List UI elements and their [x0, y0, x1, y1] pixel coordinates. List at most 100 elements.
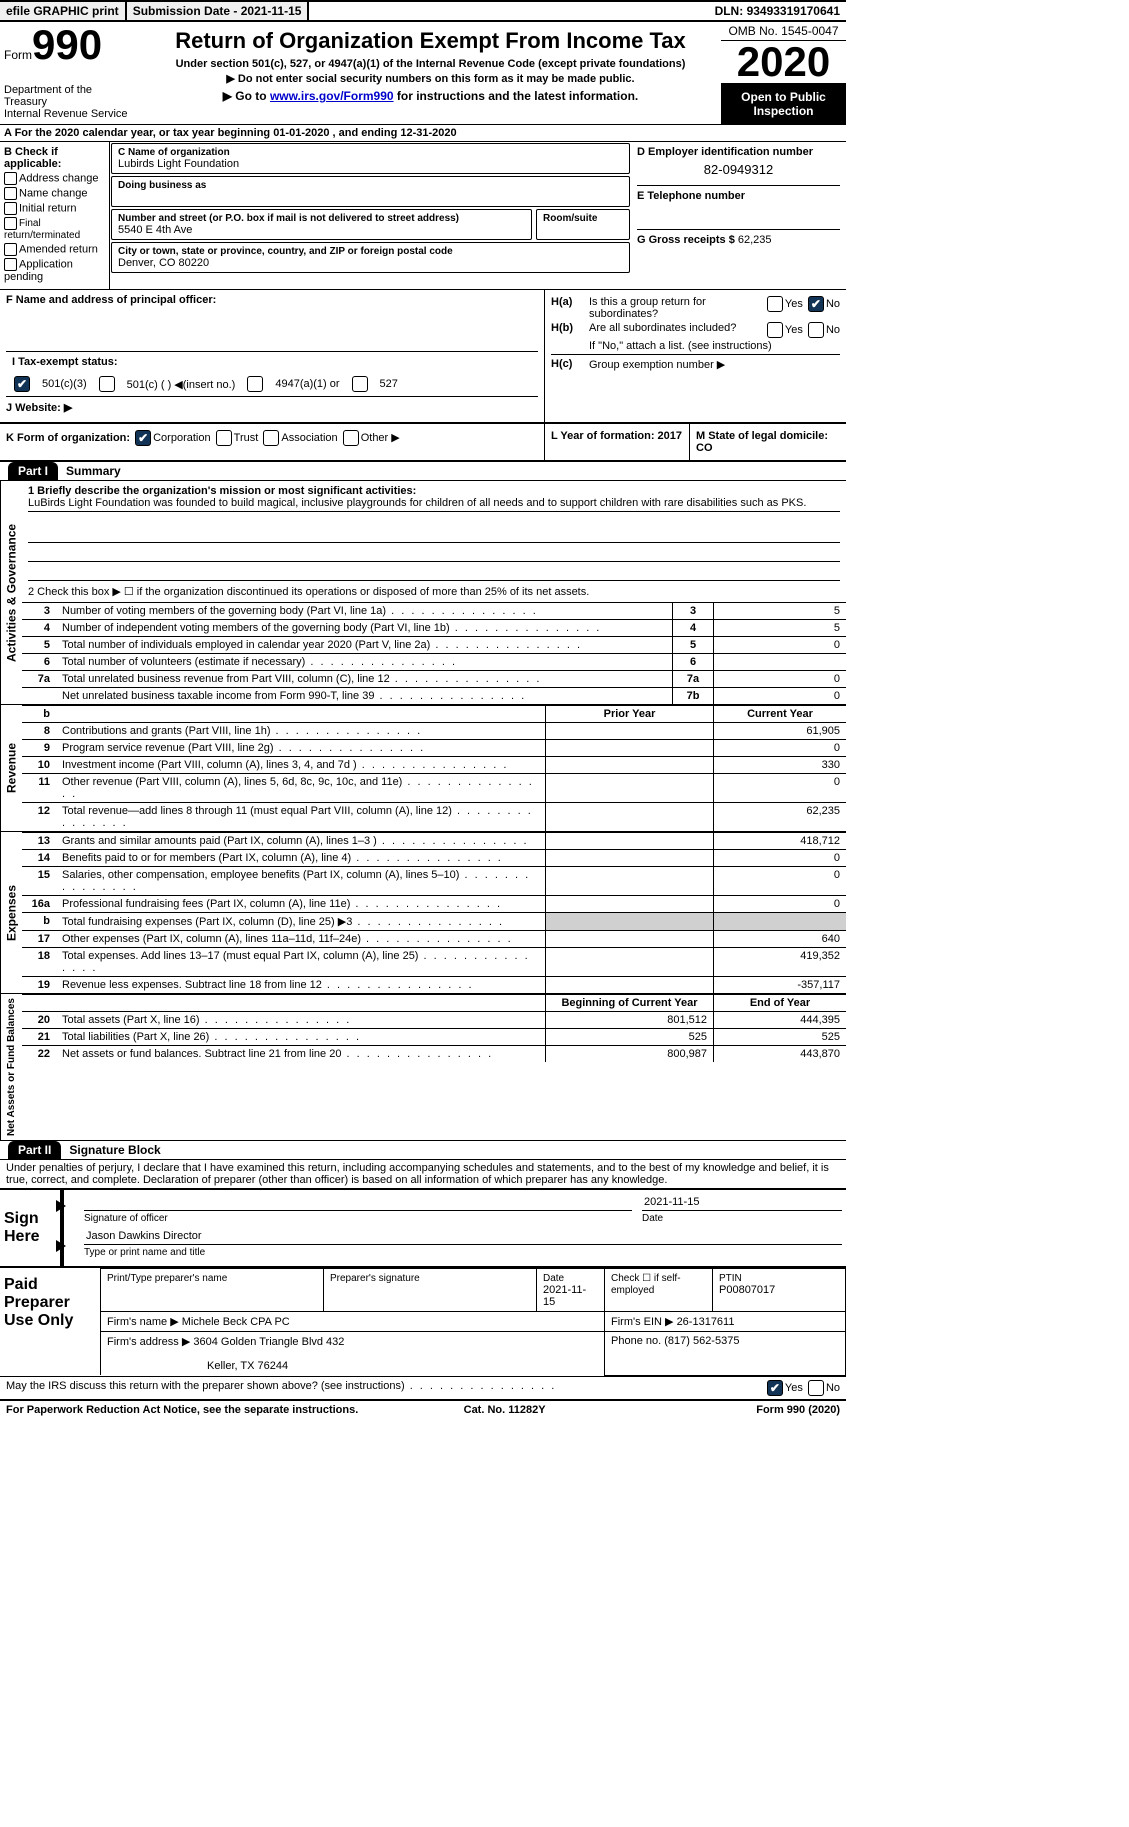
table-row: 7aTotal unrelated business revenue from … — [22, 671, 846, 688]
table-row: 15Salaries, other compensation, employee… — [22, 867, 846, 896]
table-row: 4Number of independent voting members of… — [22, 620, 846, 637]
table-row: 6Total number of volunteers (estimate if… — [22, 654, 846, 671]
row-f-h: F Name and address of principal officer:… — [0, 290, 846, 423]
ha-yes[interactable] — [767, 296, 783, 312]
table-row: 11Other revenue (Part VIII, column (A), … — [22, 774, 846, 803]
f-principal-officer: F Name and address of principal officer:… — [0, 290, 545, 422]
checkbox-527[interactable] — [352, 376, 368, 392]
subtitle-2: ▶ Do not enter social security numbers o… — [146, 72, 715, 85]
irs-link[interactable]: www.irs.gov/Form990 — [270, 89, 394, 103]
goto-link-line: ▶ Go to www.irs.gov/Form990 for instruct… — [146, 89, 715, 103]
vert-revenue: Revenue — [0, 705, 22, 831]
checkbox-address-change[interactable] — [4, 172, 17, 185]
table-row: Net unrelated business taxable income fr… — [22, 688, 846, 705]
gross-receipts: 62,235 — [738, 234, 772, 246]
column-b-checkboxes: B Check if applicable: Address change Na… — [0, 142, 110, 289]
governance-table: 3Number of voting members of the governi… — [22, 602, 846, 704]
expenses-table: 13Grants and similar amounts paid (Part … — [22, 832, 846, 993]
table-row: 14Benefits paid to or for members (Part … — [22, 850, 846, 867]
form-title: Return of Organization Exempt From Incom… — [140, 22, 721, 124]
form-footer: For Paperwork Reduction Act Notice, see … — [0, 1401, 846, 1419]
org-name: Lubirds Light Foundation — [118, 158, 623, 170]
ein-value: 82-0949312 — [637, 158, 840, 185]
table-row: 13Grants and similar amounts paid (Part … — [22, 833, 846, 850]
table-row: 21Total liabilities (Part X, line 26)525… — [22, 1029, 846, 1046]
table-row: 20Total assets (Part X, line 16)801,5124… — [22, 1012, 846, 1029]
table-row: 3Number of voting members of the governi… — [22, 603, 846, 620]
title-text: Return of Organization Exempt From Incom… — [146, 28, 715, 54]
h-group-return: H(a) Is this a group return for subordin… — [545, 290, 846, 422]
dln: DLN: 93493319170641 — [709, 2, 846, 20]
column-c-org-info: C Name of organization Lubirds Light Fou… — [110, 142, 631, 289]
row-klm: K Form of organization: ✔Corporation Tru… — [0, 423, 846, 462]
discuss-row: May the IRS discuss this return with the… — [0, 1377, 846, 1401]
part-2-header: Part II Signature Block — [0, 1141, 846, 1160]
section-bcd: B Check if applicable: Address change Na… — [0, 142, 846, 290]
checkbox-501c3[interactable]: ✔ — [14, 376, 30, 392]
discuss-yes[interactable]: ✔ — [767, 1380, 783, 1396]
row-i-tax-exempt: I Tax-exempt status: — [6, 352, 538, 372]
checkbox-final-return[interactable] — [4, 217, 17, 230]
table-row: 19Revenue less expenses. Subtract line 1… — [22, 977, 846, 994]
mission-text: LuBirds Light Foundation was founded to … — [28, 497, 840, 512]
vert-net-assets: Net Assets or Fund Balances — [0, 994, 22, 1140]
officer-name: Jason Dawkins Director — [84, 1228, 842, 1245]
efile-print-button[interactable]: efile GRAPHIC print — [0, 2, 127, 20]
ha-no[interactable]: ✔ — [808, 296, 824, 312]
form-header: Form990 Department of the Treasury Inter… — [0, 22, 846, 125]
firm-address: 3604 Golden Triangle Blvd 432 — [193, 1336, 344, 1348]
table-row: 18Total expenses. Add lines 13–17 (must … — [22, 948, 846, 977]
part-1-header: Part I Summary — [0, 462, 846, 481]
checkbox-amended[interactable] — [4, 243, 17, 256]
k-form-org: K Form of organization: ✔Corporation Tru… — [0, 424, 545, 460]
hb-no[interactable] — [808, 322, 824, 338]
omb-year-box: OMB No. 1545-0047 2020 Open to Public In… — [721, 22, 846, 124]
top-bar: efile GRAPHIC print Submission Date - 20… — [0, 0, 846, 22]
form-number-box: Form990 Department of the Treasury Inter… — [0, 22, 140, 124]
checkbox-trust[interactable] — [216, 430, 232, 446]
table-row: 12Total revenue—add lines 8 through 11 (… — [22, 803, 846, 832]
checkbox-corp[interactable]: ✔ — [135, 430, 151, 446]
checkbox-other[interactable] — [343, 430, 359, 446]
sign-date: 2021-11-15 — [642, 1194, 842, 1211]
org-address: 5540 E 4th Ave — [118, 224, 525, 236]
table-row: bTotal fundraising expenses (Part IX, co… — [22, 913, 846, 931]
checkbox-initial-return[interactable] — [4, 202, 17, 215]
open-inspection: Open to Public Inspection — [721, 84, 846, 124]
table-row: 5Total number of individuals employed in… — [22, 637, 846, 654]
submission-date: Submission Date - 2021-11-15 — [127, 2, 310, 20]
table-row: 10Investment income (Part VIII, column (… — [22, 757, 846, 774]
net-assets-table: Beginning of Current Year End of Year 20… — [22, 994, 846, 1062]
revenue-table: b Prior Year Current Year 8Contributions… — [22, 705, 846, 831]
table-row: 9Program service revenue (Part VIII, lin… — [22, 740, 846, 757]
tax-year: 2020 — [721, 41, 846, 84]
ptin: P00807017 — [719, 1284, 775, 1296]
table-row: 22Net assets or fund balances. Subtract … — [22, 1046, 846, 1063]
hb-yes[interactable] — [767, 322, 783, 338]
paid-preparer-block: Paid Preparer Use Only Print/Type prepar… — [0, 1266, 846, 1377]
firm-ein: 26-1317611 — [677, 1316, 735, 1328]
table-row: 17Other expenses (Part IX, column (A), l… — [22, 931, 846, 948]
org-city: Denver, CO 80220 — [118, 257, 623, 269]
checkbox-name-change[interactable] — [4, 187, 17, 200]
vert-governance: Activities & Governance — [0, 481, 22, 704]
table-row: 16aProfessional fundraising fees (Part I… — [22, 896, 846, 913]
row-j-website: J Website: ▶ — [6, 402, 72, 414]
penalties-text: Under penalties of perjury, I declare th… — [0, 1160, 846, 1189]
discuss-no[interactable] — [808, 1380, 824, 1396]
mission-block: 1 Briefly describe the organization's mi… — [22, 481, 846, 602]
sign-here-block: Sign Here Signature of officer 2021-11-1… — [0, 1189, 846, 1266]
subtitle-1: Under section 501(c), 527, or 4947(a)(1)… — [146, 58, 715, 70]
row-a-tax-year: A For the 2020 calendar year, or tax yea… — [0, 125, 846, 142]
table-row: 8Contributions and grants (Part VIII, li… — [22, 723, 846, 740]
checkbox-application-pending[interactable] — [4, 258, 17, 271]
checkbox-4947[interactable] — [247, 376, 263, 392]
column-d-ein: D Employer identification number 82-0949… — [631, 142, 846, 289]
firm-name: Michele Beck CPA PC — [182, 1316, 290, 1328]
l-year-formation: L Year of formation: 2017 — [545, 424, 690, 460]
firm-phone: (817) 562-5375 — [664, 1335, 739, 1347]
m-state-domicile: M State of legal domicile: CO — [690, 424, 846, 460]
department-label: Department of the Treasury Internal Reve… — [4, 64, 136, 120]
checkbox-501c[interactable] — [99, 376, 115, 392]
checkbox-assoc[interactable] — [263, 430, 279, 446]
